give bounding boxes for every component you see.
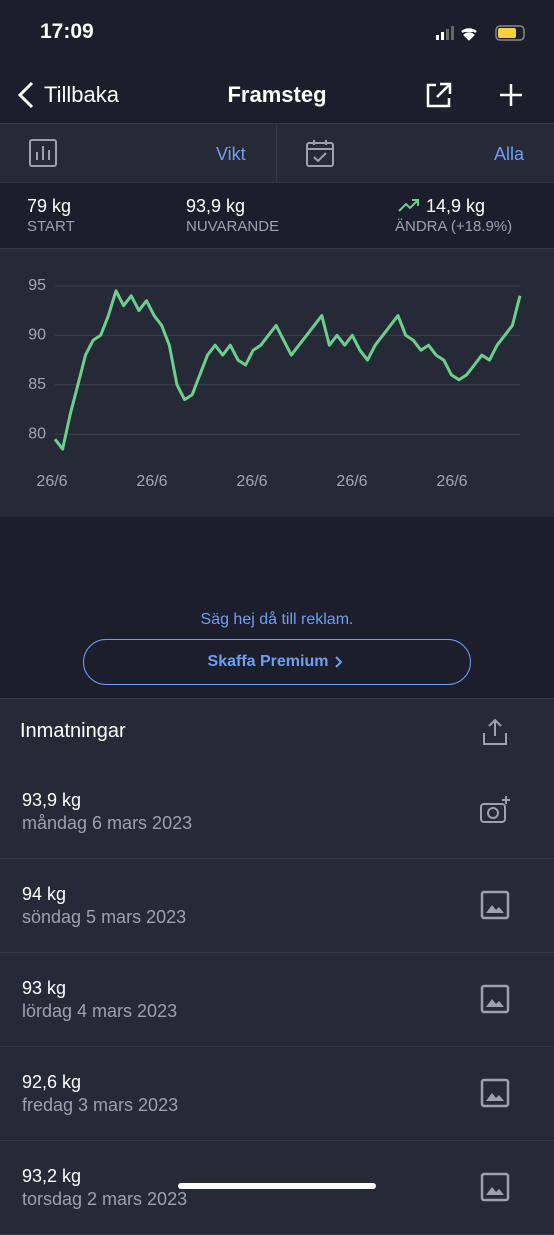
entry-date: fredag 3 mars 2023 bbox=[22, 1095, 179, 1115]
entries-title: Inmatningar bbox=[20, 720, 126, 742]
y-tick-label: 90 bbox=[28, 327, 46, 344]
chart-icon[interactable] bbox=[28, 138, 58, 168]
start-value: 79 kg bbox=[27, 196, 72, 216]
entry-date: söndag 5 mars 2023 bbox=[22, 907, 187, 927]
back-button[interactable]: Tillbaka bbox=[44, 82, 119, 107]
weight-line bbox=[53, 289, 522, 451]
current-value: 93,9 kg bbox=[186, 196, 246, 216]
nav-title: Framsteg bbox=[227, 82, 327, 107]
share-icon[interactable] bbox=[424, 80, 454, 110]
photo-icon[interactable] bbox=[479, 983, 511, 1015]
chart: 80 85 90 95 26/6 26/6 26/6 26/6 26/6 bbox=[0, 248, 554, 517]
range-filter[interactable]: Alla bbox=[494, 144, 525, 164]
entry[interactable]: 94 kg söndag 5 mars 2023 bbox=[0, 859, 554, 953]
status-icons bbox=[436, 25, 525, 41]
entry[interactable]: 93 kg lördag 4 mars 2023 bbox=[0, 953, 554, 1047]
x-tick-label: 26/6 bbox=[336, 473, 367, 490]
divider bbox=[276, 124, 277, 182]
entry-value: 93,9 kg bbox=[22, 790, 82, 810]
filter-bar: Vikt Alla bbox=[0, 123, 554, 183]
entry-value: 94 kg bbox=[22, 884, 67, 904]
chevron bbox=[335, 656, 343, 668]
export-icon[interactable] bbox=[480, 717, 510, 747]
premium-button[interactable]: Skaffa Premium bbox=[83, 639, 471, 685]
back-icon[interactable] bbox=[14, 80, 38, 110]
x-tick-label: 26/6 bbox=[36, 473, 67, 490]
premium-label: Skaffa Premium bbox=[207, 653, 329, 670]
entry-value: 93,2 kg bbox=[22, 1166, 82, 1186]
entry-value: 93 kg bbox=[22, 978, 67, 998]
add-icon[interactable] bbox=[496, 80, 526, 110]
metric-filter[interactable]: Vikt bbox=[216, 144, 246, 164]
time: 17:09 bbox=[40, 20, 94, 43]
page: 17:09 Tillbaka Framsteg Vikt Alla 79 kg … bbox=[0, 20, 554, 1235]
entry-date: lördag 4 mars 2023 bbox=[22, 1001, 178, 1021]
photo-icon[interactable] bbox=[479, 889, 511, 921]
x-tick-label: 26/6 bbox=[436, 473, 467, 490]
change-label: ÄNDRA (+18.9%) bbox=[395, 218, 513, 235]
entries-header: Inmatningar bbox=[0, 698, 554, 766]
y-tick-label: 80 bbox=[28, 425, 46, 442]
screen: 17:09 Tillbaka Framsteg Vikt Alla 79 kg … bbox=[0, 20, 554, 1235]
ad-text: Säg hej då till reklam. bbox=[200, 611, 354, 628]
x-tick-label: 26/6 bbox=[236, 473, 267, 490]
start-label: START bbox=[27, 218, 75, 235]
change-value: 14,9 kg bbox=[426, 196, 486, 216]
trend-icon bbox=[398, 199, 419, 212]
y-tick-label: 95 bbox=[28, 277, 46, 294]
x-tick-label: 26/6 bbox=[136, 473, 167, 490]
photo-icon[interactable] bbox=[479, 1077, 511, 1109]
entry-date: måndag 6 mars 2023 bbox=[22, 813, 193, 833]
home-indicator bbox=[178, 1183, 376, 1189]
photo-icon[interactable] bbox=[479, 1171, 511, 1203]
entry[interactable]: 93,9 kg måndag 6 mars 2023 bbox=[0, 765, 554, 859]
entry[interactable]: 92,6 kg fredag 3 mars 2023 bbox=[0, 1047, 554, 1141]
calendar-icon[interactable] bbox=[305, 138, 335, 168]
camera-icon[interactable] bbox=[479, 795, 511, 827]
current-label: NUVARANDE bbox=[186, 218, 280, 235]
entry-value: 92,6 kg bbox=[22, 1072, 82, 1092]
y-tick-label: 85 bbox=[28, 376, 46, 393]
